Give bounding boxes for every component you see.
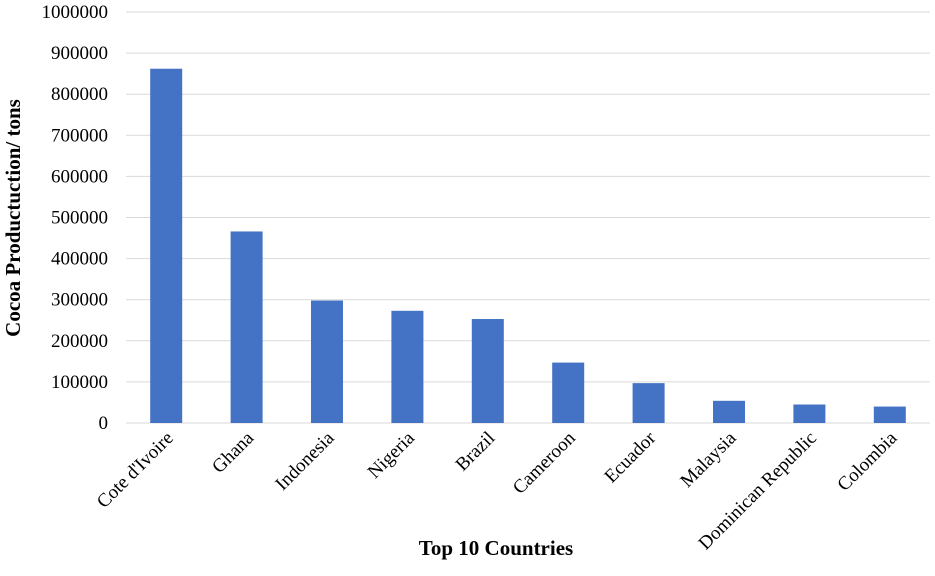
bar [793, 404, 826, 423]
y-axis-title: Cocoa Productuction/ tons [1, 99, 25, 337]
y-tick-label: 700000 [51, 125, 108, 146]
y-tick-label: 100000 [51, 372, 108, 393]
bar [230, 231, 263, 423]
x-tick-label: Malaysia [676, 427, 740, 491]
y-tick-label: 900000 [51, 43, 108, 64]
y-tick-labels: 0 100000 200000 300000 400000 500000 600000 700… [42, 2, 109, 434]
bar [391, 310, 424, 423]
bar [713, 400, 745, 423]
x-tick-label: Ghana [208, 427, 258, 477]
y-tick-label: 600000 [51, 166, 108, 187]
x-tick-label: Colombia [833, 427, 901, 495]
bar [632, 383, 665, 423]
x-axis-title: Top 10 Countries [419, 536, 573, 560]
x-tick-label: Indonesia [271, 427, 338, 494]
y-tick-label: 1000000 [42, 2, 109, 23]
bars [150, 68, 906, 423]
y-tick-label: 400000 [51, 249, 108, 270]
y-tick-label: 0 [99, 413, 109, 434]
y-tick-label: 300000 [51, 290, 108, 311]
bar [471, 319, 504, 423]
x-tick-label: Cameroon [509, 427, 580, 498]
bar [150, 68, 183, 423]
bar [311, 300, 343, 423]
y-tick-label: 200000 [51, 331, 108, 352]
x-tick-label: Nigeria [364, 427, 420, 483]
x-tick-label: Cote d'Ivoire [93, 428, 178, 513]
y-tick-label: 500000 [51, 208, 108, 229]
x-tick-label: Brazil [452, 428, 500, 476]
bar [552, 362, 585, 423]
bar [873, 406, 906, 423]
y-tick-label: 800000 [51, 84, 108, 105]
x-tick-label: Ecuador [601, 427, 661, 487]
